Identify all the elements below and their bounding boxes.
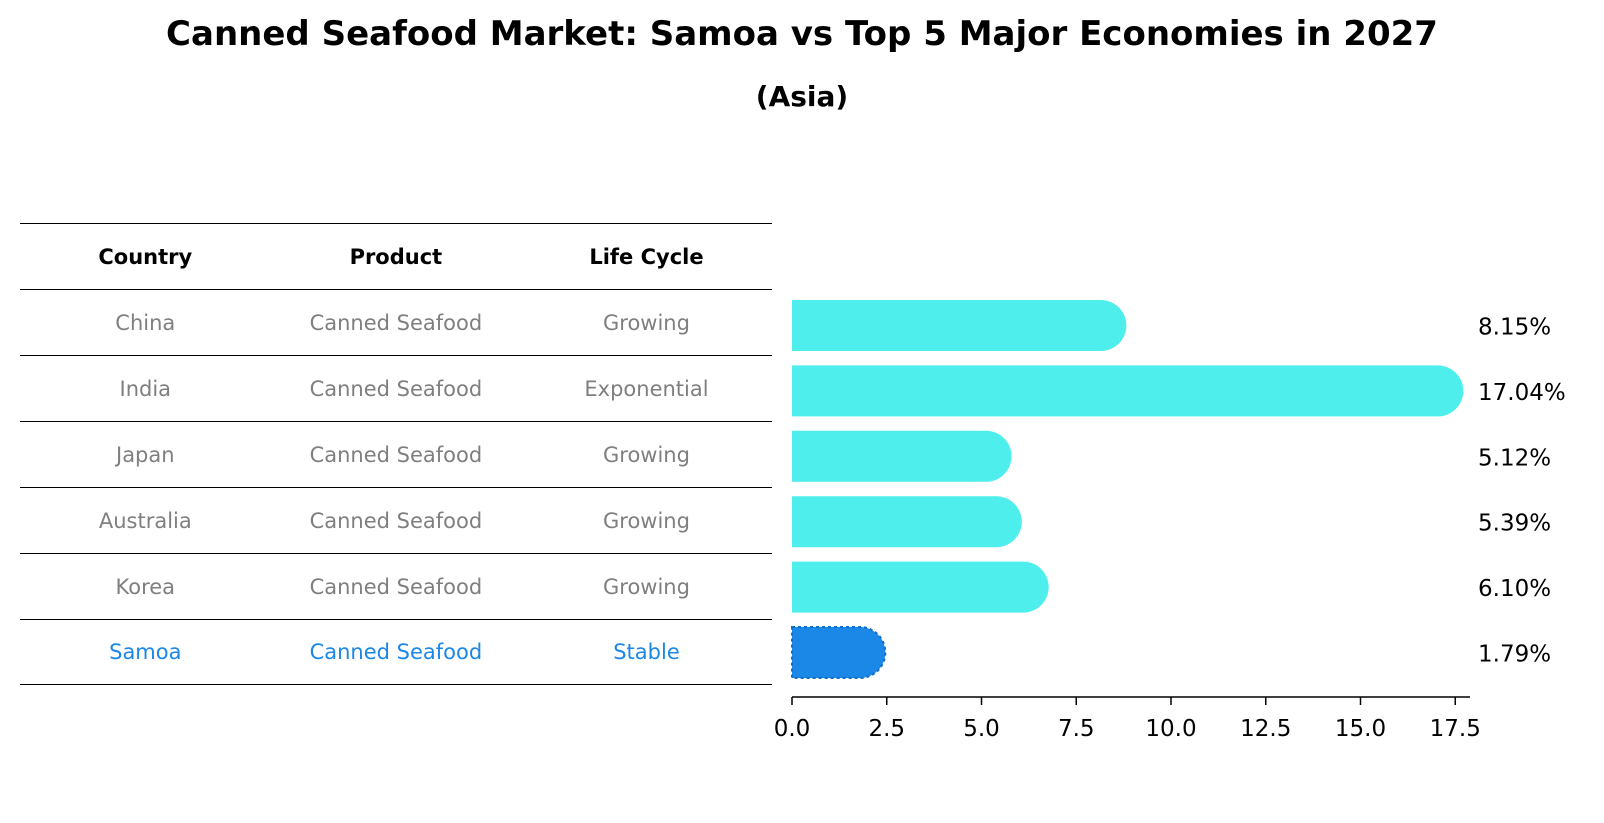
- product-cell: Canned Seafood: [309, 508, 483, 533]
- product-cell: Canned Seafood: [309, 442, 483, 467]
- value-label: 5.39%: [1478, 511, 1551, 537]
- table-row: India Canned Seafood Exponential: [20, 355, 772, 421]
- life-cycle-cell: Exponential: [584, 376, 709, 401]
- x-tick-label: 10.0: [1145, 716, 1196, 742]
- x-tick-label: 2.5: [868, 716, 905, 742]
- country-cell: Korea: [115, 574, 176, 599]
- x-tick-label: 7.5: [1058, 716, 1095, 742]
- header-product: Product: [349, 244, 443, 269]
- table-row: Australia Canned Seafood Growing: [20, 487, 772, 553]
- table-row-highlight: Samoa Canned Seafood Stable: [20, 619, 772, 685]
- product-cell: Canned Seafood: [309, 574, 483, 599]
- bar-india: [792, 365, 1464, 417]
- chart-title: Canned Seafood Market: Samoa vs Top 5 Ma…: [166, 14, 1438, 54]
- table-header-row: Country Product Life Cycle: [20, 223, 772, 289]
- life-cycle-cell: Growing: [603, 310, 690, 335]
- value-label: 17.04%: [1478, 380, 1566, 406]
- header-life-cycle: Life Cycle: [589, 244, 704, 269]
- header-country: Country: [98, 244, 193, 269]
- x-tick-label: 0.0: [774, 716, 811, 742]
- bar-samoa: [791, 626, 887, 679]
- country-cell: India: [119, 376, 172, 401]
- life-cycle-cell: Growing: [603, 442, 690, 467]
- x-tick-label: 12.5: [1240, 716, 1291, 742]
- bar-korea: [792, 561, 1049, 613]
- country-cell: Australia: [98, 508, 192, 533]
- product-cell: Canned Seafood: [309, 376, 483, 401]
- value-label: 6.10%: [1478, 576, 1551, 602]
- x-tick-label: 17.5: [1430, 716, 1481, 742]
- table-row: Japan Canned Seafood Growing: [20, 421, 772, 487]
- table-row: China Canned Seafood Growing: [20, 289, 772, 355]
- bar-japan: [792, 430, 1012, 482]
- product-cell: Canned Seafood: [309, 640, 483, 664]
- country-cell: Samoa: [109, 640, 182, 664]
- value-label: 8.15%: [1478, 315, 1551, 341]
- country-cell: Japan: [116, 442, 175, 467]
- data-table: Country Product Life Cycle China Canned …: [20, 223, 772, 685]
- life-cycle-cell: Growing: [603, 508, 690, 533]
- chart-subtitle: (Asia): [755, 80, 849, 113]
- table-row: Korea Canned Seafood Growing: [20, 553, 772, 619]
- country-cell: China: [115, 310, 176, 335]
- value-label: 5.12%: [1478, 445, 1551, 471]
- x-tick-label: 15.0: [1335, 716, 1386, 742]
- bar-china: [792, 300, 1127, 351]
- bar-australia: [792, 496, 1022, 548]
- x-tick-label: 5.0: [963, 716, 1000, 742]
- life-cycle-cell: Stable: [613, 640, 680, 664]
- value-label: 1.79%: [1478, 642, 1551, 668]
- life-cycle-cell: Growing: [603, 574, 690, 599]
- product-cell: Canned Seafood: [309, 310, 483, 335]
